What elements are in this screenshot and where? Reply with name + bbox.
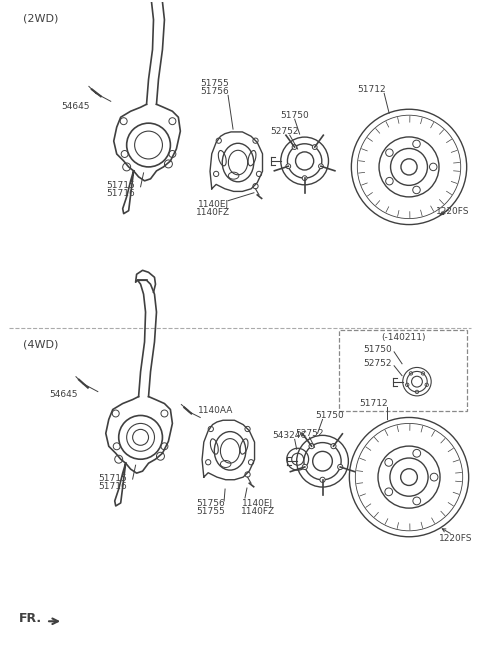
Text: 1220FS: 1220FS <box>436 207 469 216</box>
Text: 1140EJ: 1140EJ <box>198 200 228 209</box>
Bar <box>339 330 467 411</box>
Text: 51715: 51715 <box>106 181 135 191</box>
Text: 52752: 52752 <box>295 429 324 438</box>
Circle shape <box>331 444 336 448</box>
Text: 1140FZ: 1140FZ <box>241 507 275 516</box>
Text: (2WD): (2WD) <box>23 14 59 24</box>
Circle shape <box>302 176 307 181</box>
Text: 54645: 54645 <box>50 390 78 399</box>
Text: (4WD): (4WD) <box>23 340 59 350</box>
Text: 1220FS: 1220FS <box>439 534 472 543</box>
Text: (-140211): (-140211) <box>381 334 425 342</box>
Text: 51755: 51755 <box>201 79 229 88</box>
Text: 52752: 52752 <box>363 359 392 368</box>
Text: 54645: 54645 <box>62 102 90 111</box>
Text: 51716: 51716 <box>98 481 127 491</box>
Text: 51712: 51712 <box>357 85 385 94</box>
Circle shape <box>337 465 343 470</box>
Text: 51756: 51756 <box>196 500 225 509</box>
Text: 52752: 52752 <box>271 126 299 135</box>
Circle shape <box>320 477 325 482</box>
Text: 51756: 51756 <box>201 87 229 96</box>
Circle shape <box>302 465 307 470</box>
Text: 51750: 51750 <box>315 411 344 420</box>
Circle shape <box>309 444 314 448</box>
Text: 51750: 51750 <box>280 111 309 120</box>
Text: 1140FZ: 1140FZ <box>196 208 230 217</box>
Text: 1140EJ: 1140EJ <box>242 500 274 509</box>
Text: 54324C: 54324C <box>272 431 307 440</box>
Text: 51755: 51755 <box>196 507 225 516</box>
Text: 51716: 51716 <box>106 189 135 198</box>
Text: FR.: FR. <box>19 612 42 625</box>
Text: 51750: 51750 <box>363 345 392 354</box>
Text: 51715: 51715 <box>98 474 127 483</box>
Circle shape <box>286 164 291 168</box>
Text: 51712: 51712 <box>359 399 387 408</box>
Circle shape <box>312 145 317 150</box>
Text: 1140AA: 1140AA <box>197 406 233 415</box>
Circle shape <box>292 145 297 150</box>
Circle shape <box>319 164 324 168</box>
